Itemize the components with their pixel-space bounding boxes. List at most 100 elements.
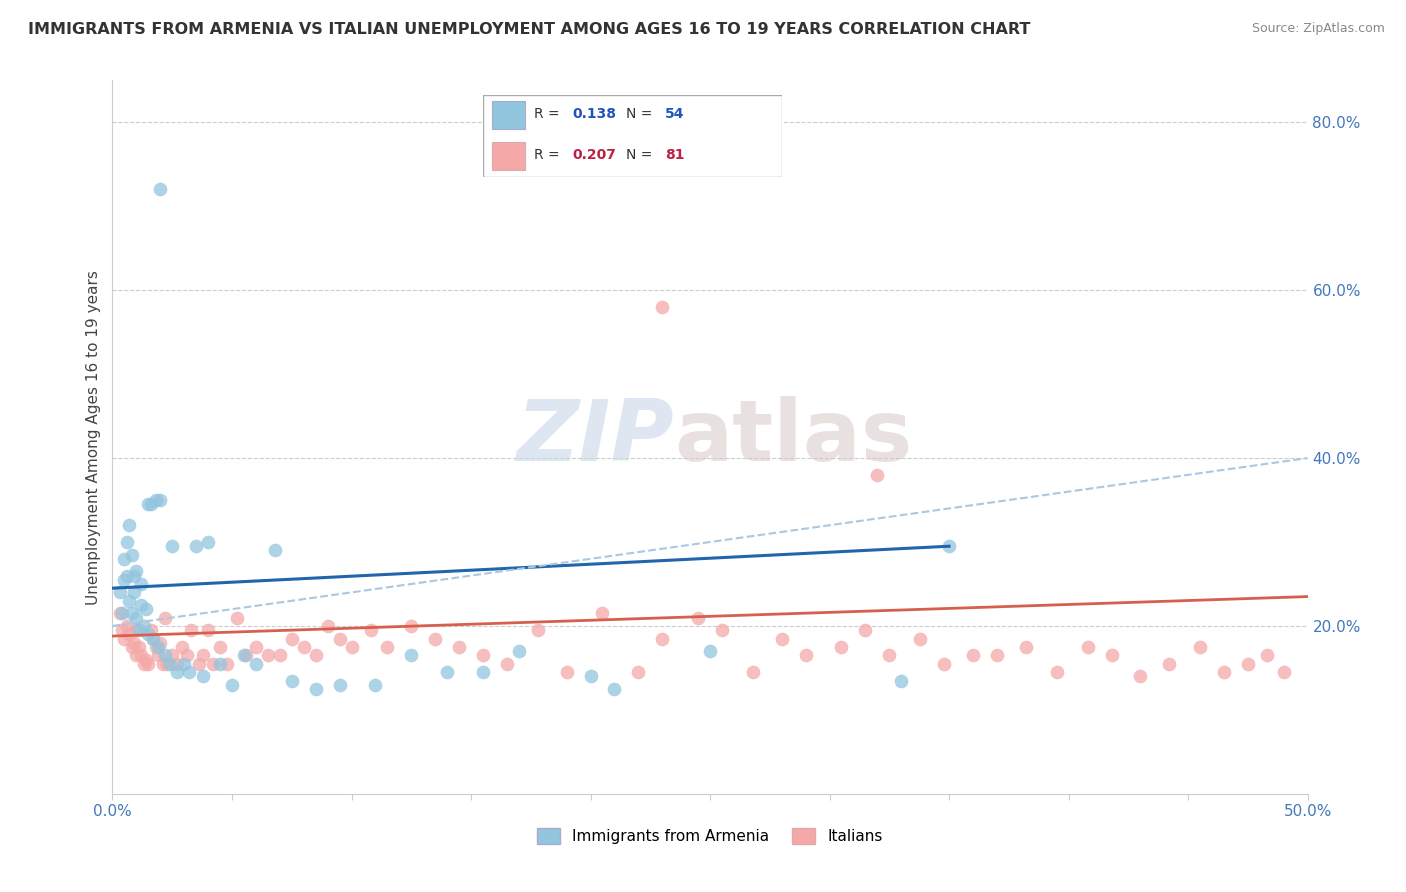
Point [149,493,172,508]
Point [152,657,174,671]
Point [742,665,765,680]
Point [125,623,148,637]
Point [139,623,162,637]
Point [138,497,160,511]
Point [162,648,183,663]
Point [425,632,447,646]
Point [305,648,328,663]
Text: Source: ZipAtlas.com: Source: ZipAtlas.com [1251,22,1385,36]
Point [1189,640,1212,654]
Point [225,610,247,624]
Point [235,648,257,663]
Point [377,640,399,654]
Point [401,648,423,663]
Point [217,657,239,671]
Point [527,623,550,637]
Point [125,565,148,579]
Point [447,640,470,654]
Point [153,648,176,663]
Point [132,619,155,633]
Point [139,497,162,511]
Point [115,568,138,582]
Point [910,632,932,646]
Point [138,627,160,641]
Point [153,610,176,624]
Point [201,657,224,671]
Point [866,467,889,482]
Point [221,678,243,692]
Point [879,648,901,663]
Point [142,632,165,646]
Point [245,640,267,654]
Point [135,652,157,666]
Point [135,602,157,616]
Point [193,648,215,663]
Point [186,539,208,553]
Point [149,636,172,650]
Point [257,648,280,663]
Point [292,640,315,654]
Point [316,619,339,633]
Point [145,493,167,508]
Text: atlas: atlas [675,395,912,479]
Point [193,669,215,683]
Point [555,665,578,680]
Point [114,551,135,566]
Point [1014,640,1036,654]
Point [111,607,134,621]
Point [146,640,169,654]
Point [118,518,141,533]
Point [1077,640,1099,654]
Point [122,636,145,650]
Point [627,665,650,680]
Text: ZIP: ZIP [516,395,675,479]
Point [145,640,167,654]
Point [890,673,912,688]
Point [579,669,602,683]
Point [128,623,150,637]
Point [496,657,519,671]
Point [1129,669,1152,683]
Point [197,623,219,637]
Point [1272,665,1295,680]
Point [115,535,138,549]
Point [115,619,138,633]
Point [508,644,530,658]
Point [233,648,256,663]
Point [711,623,734,637]
Point [651,300,673,314]
Point [129,598,152,612]
Point [121,640,143,654]
Point [209,657,232,671]
Point [360,623,382,637]
Point [1046,665,1069,680]
Point [986,648,1008,663]
Point [187,657,209,671]
Point [129,648,152,663]
Point [770,632,793,646]
Point [197,535,219,549]
Point [209,640,232,654]
Point [269,648,291,663]
Point [592,607,614,621]
Point [159,657,181,671]
Point [118,594,141,608]
Point [162,539,183,553]
Point [132,657,155,671]
Point [122,568,145,582]
Point [264,543,287,558]
Point [114,573,135,587]
Point [177,665,200,680]
Point [934,657,956,671]
Point [170,640,193,654]
Point [121,548,143,562]
Point [1237,657,1260,671]
Point [129,577,152,591]
Point [364,678,387,692]
Point [122,585,145,599]
Point [472,648,495,663]
Point [125,648,148,663]
Point [180,623,202,637]
Point [855,623,877,637]
Point [831,640,853,654]
